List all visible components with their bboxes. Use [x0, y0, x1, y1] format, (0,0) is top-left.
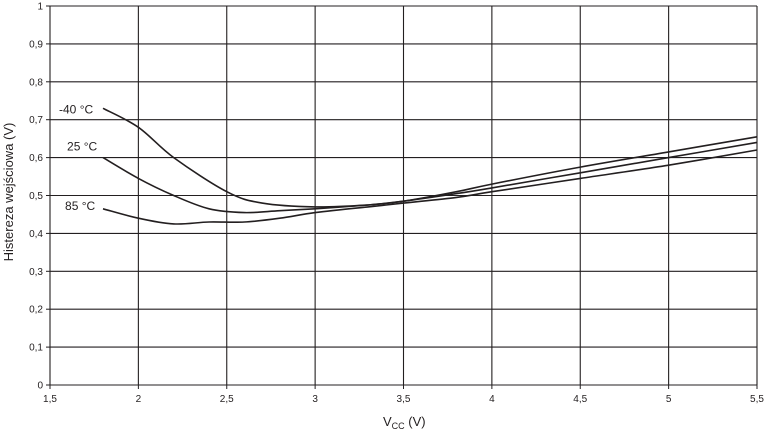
- x-tick-label: 1,5: [43, 394, 57, 405]
- x-tick-label: 5,5: [750, 394, 764, 405]
- series-labels: -40 °C 25 °C 85 °C: [59, 102, 97, 212]
- x-tick-label: 3,5: [397, 394, 411, 405]
- y-tick-labels: 0 0,1 0,2 0,3 0,4 0,5 0,6 0,7 0,8 0,9 1: [29, 2, 43, 392]
- x-tick-label: 4: [489, 394, 495, 405]
- x-tick-label: 5: [666, 394, 672, 405]
- y-tick-label: 0,1: [29, 343, 43, 354]
- series-label: 25 °C: [67, 140, 97, 154]
- series-lines: [102, 107, 758, 225]
- y-tick-label: 0,9: [29, 39, 43, 50]
- x-tick-label: 2,5: [220, 394, 234, 405]
- y-tick-label: 0: [37, 381, 43, 392]
- y-tick-label: 1: [37, 2, 43, 13]
- y-tick-label: 0,2: [29, 305, 43, 316]
- grid: [46, 5, 758, 389]
- x-axis-title-unit: (V): [405, 414, 426, 429]
- series-label: 85 °C: [65, 199, 95, 213]
- x-tick-label: 4,5: [573, 394, 587, 405]
- x-tick-labels: 1,5 2 2,5 3 3,5 4 4,5 5 5,5: [43, 394, 764, 405]
- y-axis-title: Histereza wejściowa (V): [1, 123, 16, 262]
- x-axis-title: VCC (V): [383, 414, 426, 431]
- x-tick-label: 2: [136, 394, 142, 405]
- x-axis-title-main: V: [383, 414, 392, 429]
- y-tick-label: 0,3: [29, 267, 43, 278]
- x-axis-title-subscript: CC: [392, 421, 405, 431]
- x-tick-label: 3: [312, 394, 318, 405]
- series-label: -40 °C: [59, 102, 93, 116]
- series-line: [102, 149, 758, 225]
- y-tick-label: 0,4: [29, 229, 43, 240]
- y-tick-label: 0,6: [29, 153, 43, 164]
- y-tick-label: 0,8: [29, 77, 43, 88]
- y-tick-label: 0,5: [29, 191, 43, 202]
- y-tick-label: 0,7: [29, 115, 43, 126]
- series-line: [102, 141, 758, 214]
